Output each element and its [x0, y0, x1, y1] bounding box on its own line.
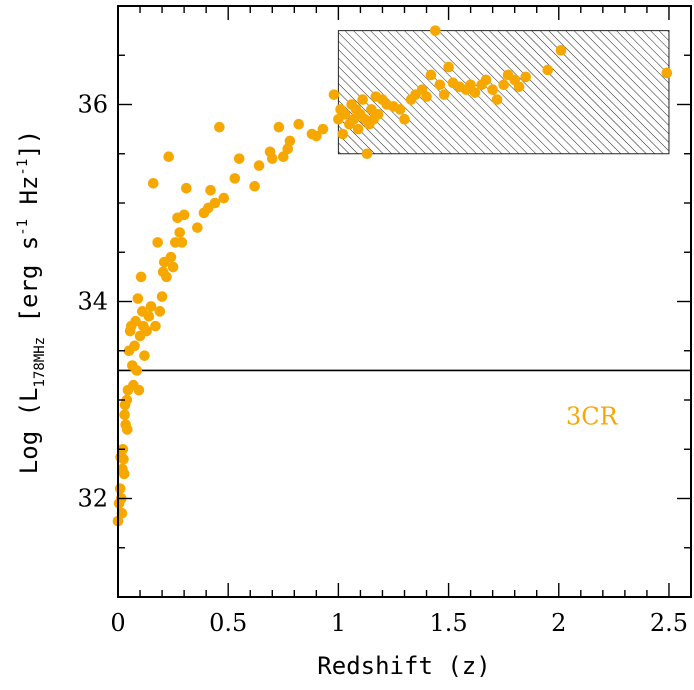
- data-point-108: [465, 79, 476, 91]
- svg-text:Log (L178MHz [erg s-1 Hz-1]): Log (L178MHz [erg s-1 Hz-1]): [15, 130, 48, 474]
- data-point-50: [181, 182, 192, 194]
- data-point-24: [132, 293, 144, 304]
- y-tick-label: 36: [77, 91, 108, 119]
- data-point-32: [143, 310, 155, 322]
- data-point-104: [443, 61, 454, 73]
- x-tick-label: 0: [110, 609, 125, 637]
- data-point-31: [141, 325, 152, 337]
- data-point-111: [480, 74, 492, 86]
- y-axis-label-units: [erg s: [15, 236, 43, 337]
- data-point-81: [352, 123, 364, 135]
- data-point-109: [469, 87, 481, 98]
- data-point-22: [130, 315, 141, 327]
- data-point-5: [116, 507, 128, 519]
- data-point-121: [661, 67, 673, 79]
- y-axis-label-prefix: Log (L: [15, 388, 43, 475]
- data-point-117: [513, 81, 525, 93]
- data-point-95: [399, 113, 410, 125]
- data-point-112: [487, 84, 498, 96]
- data-point-23: [131, 365, 143, 376]
- data-point-30: [139, 350, 150, 361]
- data-point-35: [150, 320, 161, 332]
- x-tick-label: 0.5: [209, 609, 247, 637]
- x-axis-label: Redshift (z): [317, 652, 490, 680]
- data-point-27: [135, 271, 147, 283]
- data-point-90: [372, 109, 384, 120]
- data-point-36: [152, 237, 163, 248]
- y-axis-label-close: ]): [15, 130, 43, 159]
- data-point-58: [229, 173, 241, 184]
- data-point-47: [174, 227, 186, 238]
- y-axis-label-hz: Hz: [15, 176, 43, 219]
- data-point-85: [361, 148, 373, 160]
- data-point-67: [284, 135, 296, 147]
- y-tick-label: 32: [77, 485, 108, 513]
- plot-area: [112, 25, 691, 527]
- data-point-76: [339, 109, 351, 120]
- data-point-44: [167, 261, 179, 273]
- data-point-51: [192, 222, 203, 233]
- x-tick-label: 2.5: [650, 609, 688, 637]
- data-point-48: [176, 237, 188, 248]
- data-point-71: [317, 123, 329, 135]
- data-point-114: [498, 79, 509, 91]
- data-point-118: [520, 71, 532, 83]
- data-point-64: [273, 121, 285, 133]
- data-point-56: [214, 121, 225, 133]
- data-point-49: [178, 209, 190, 221]
- data-point-75: [337, 128, 349, 140]
- data-point-38: [156, 291, 168, 302]
- data-point-41: [161, 271, 172, 283]
- data-point-55: [209, 197, 221, 209]
- data-point-94: [394, 104, 406, 115]
- data-point-34: [147, 178, 159, 189]
- data-point-102: [434, 79, 446, 91]
- data-point-57: [218, 192, 230, 204]
- data-point-70: [311, 130, 322, 142]
- data-point-14: [121, 424, 133, 435]
- x-tick-label: 1.5: [429, 609, 467, 637]
- data-point-21: [129, 340, 140, 352]
- data-point-10: [119, 409, 130, 421]
- data-point-113: [491, 94, 503, 105]
- x-tick-label: 2: [551, 609, 566, 637]
- data-point-101: [430, 25, 441, 36]
- x-tick-label: 1: [331, 609, 346, 637]
- data-point-42: [163, 151, 174, 163]
- data-point-9: [118, 468, 130, 480]
- data-point-103: [438, 89, 450, 100]
- data-point-83: [357, 94, 368, 105]
- plot-frame: [117, 5, 692, 598]
- data-point-59: [233, 153, 245, 164]
- data-point-119: [542, 64, 554, 76]
- data-point-54: [205, 184, 216, 196]
- y-axis-label-s-exponent: -1: [15, 219, 31, 236]
- data-point-8: [118, 453, 129, 465]
- data-point-33: [145, 301, 157, 312]
- y-axis-label-hz-exponent: -1: [15, 159, 31, 176]
- data-point-2: [114, 483, 126, 494]
- data-point-60: [249, 180, 260, 192]
- y-axis-label: Log (L178MHz [erg s-1 Hz-1]): [15, 130, 48, 474]
- data-point-72: [328, 89, 340, 100]
- y-tick-label: 34: [77, 288, 108, 316]
- data-point-100: [425, 69, 437, 81]
- data-point-99: [421, 91, 432, 102]
- data-point-68: [293, 118, 305, 130]
- data-point-13: [121, 394, 133, 406]
- data-point-65: [277, 151, 289, 163]
- data-point-25: [133, 384, 145, 396]
- data-point-43: [165, 251, 177, 263]
- data-point-61: [253, 160, 265, 171]
- tick-layer: 0 0.5 1 1.5 2 2.5 32 34 36: [77, 5, 692, 637]
- data-point-37: [154, 306, 166, 317]
- data-point-63: [266, 153, 278, 164]
- data-point-120: [555, 45, 567, 56]
- y-axis-label-subscript: 178MHz: [32, 337, 48, 388]
- hatched-region: [337, 30, 670, 155]
- annotation-3cr: 3CR: [566, 403, 619, 431]
